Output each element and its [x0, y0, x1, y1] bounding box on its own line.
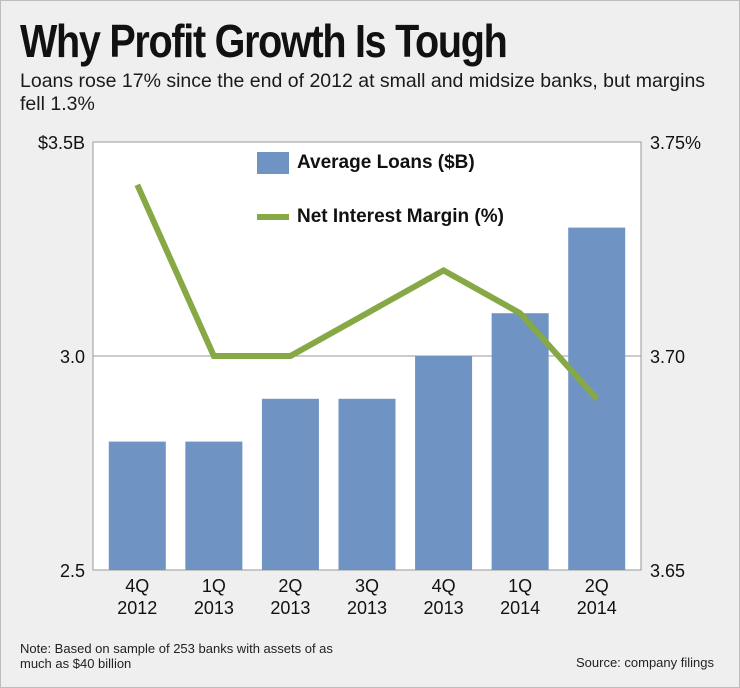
legend-swatch-loans	[257, 152, 289, 174]
x-tick-label-year: 2014	[577, 598, 617, 618]
x-tick-label-year: 2013	[424, 598, 464, 618]
right-tick-label: 3.65	[650, 561, 685, 581]
right-tick-label: 3.75%	[650, 133, 701, 153]
left-tick-label: $3.5B	[38, 133, 85, 153]
x-tick-label-quarter: 3Q	[355, 576, 379, 596]
legend-item-loans: Average Loans ($B)	[257, 150, 504, 176]
left-tick-label: 2.5	[60, 561, 85, 581]
chart-legend: Average Loans ($B) Net Interest Margin (…	[257, 150, 504, 258]
x-tick-label-year: 2013	[270, 598, 310, 618]
bar-5	[491, 313, 549, 570]
legend-item-margin: Net Interest Margin (%)	[257, 204, 504, 230]
footnote: Note: Based on sample of 253 banks with …	[20, 641, 333, 671]
bar-3	[338, 398, 396, 570]
bar-1	[185, 441, 243, 570]
legend-swatch-margin	[257, 214, 289, 220]
right-tick-label: 3.70	[650, 347, 685, 367]
bar-0	[108, 441, 166, 570]
x-tick-label-quarter: 2Q	[278, 576, 302, 596]
x-tick-label-quarter: 4Q	[125, 576, 149, 596]
x-tick-label-year: 2014	[500, 598, 540, 618]
x-tick-label-quarter: 4Q	[432, 576, 456, 596]
x-tick-label-year: 2013	[347, 598, 387, 618]
chart-subtitle: Loans rose 17% since the end of 2012 at …	[20, 70, 706, 115]
x-tick-label-year: 2012	[117, 598, 157, 618]
left-tick-label: 3.0	[60, 347, 85, 367]
x-tick-label-quarter: 2Q	[585, 576, 609, 596]
legend-label-margin: Net Interest Margin (%)	[297, 206, 504, 227]
source-credit: Source: company filings	[575, 655, 714, 670]
x-tick-label-quarter: 1Q	[202, 576, 226, 596]
x-tick-label-year: 2013	[194, 598, 234, 618]
legend-label-loans: Average Loans ($B)	[297, 152, 475, 173]
bar-2	[261, 398, 319, 570]
bar-4	[415, 356, 473, 570]
x-tick-label-quarter: 1Q	[508, 576, 532, 596]
chart-title: Why Profit Growth Is Tough	[20, 15, 508, 67]
